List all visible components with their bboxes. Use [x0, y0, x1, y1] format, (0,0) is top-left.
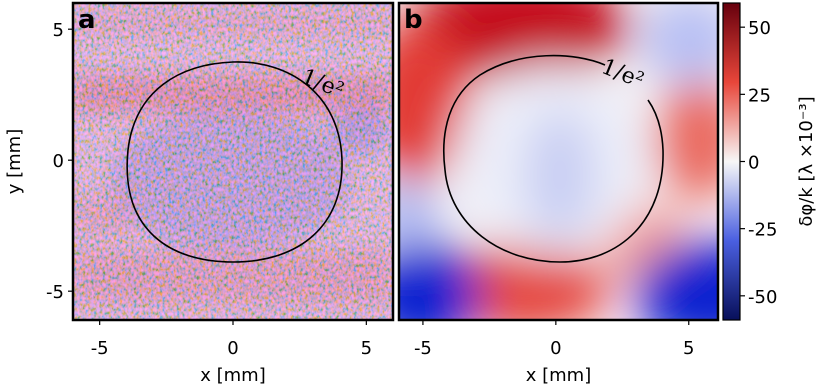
- colorbar: [722, 2, 741, 321]
- colorbar-tick-label: 50: [748, 18, 771, 39]
- x-tick-label: -5: [414, 338, 432, 359]
- y-axis-label: y [mm]: [4, 129, 25, 195]
- x-tick-label: 5: [361, 338, 372, 359]
- panel-label: a: [78, 5, 96, 35]
- panel-label: b: [404, 5, 423, 35]
- x-axis-label: x [mm]: [200, 365, 266, 386]
- y-tick-label: 5: [53, 20, 64, 41]
- colorbar-tick-label: -25: [748, 220, 777, 241]
- heatmap-a: [73, 3, 393, 320]
- x-axis-label: x [mm]: [526, 365, 592, 386]
- contour: [126, 61, 343, 263]
- x-tick-label: -5: [91, 338, 109, 359]
- y-tick-label: 0: [53, 151, 64, 172]
- x-tick-label: 5: [683, 338, 694, 359]
- contour: [442, 54, 664, 263]
- colorbar-tick-label: 25: [748, 85, 771, 106]
- colorbar-label: δφ/k [λ ×10⁻³]: [796, 96, 817, 226]
- x-tick-label: 0: [227, 338, 238, 359]
- frame: [397, 1, 720, 322]
- colorbar-tick-label: 0: [748, 153, 759, 174]
- colorbar-tick-label: -50: [748, 287, 777, 308]
- x-tick-label: 0: [550, 338, 561, 359]
- heatmap-b: [399, 3, 718, 320]
- y-tick-label: -5: [46, 282, 64, 303]
